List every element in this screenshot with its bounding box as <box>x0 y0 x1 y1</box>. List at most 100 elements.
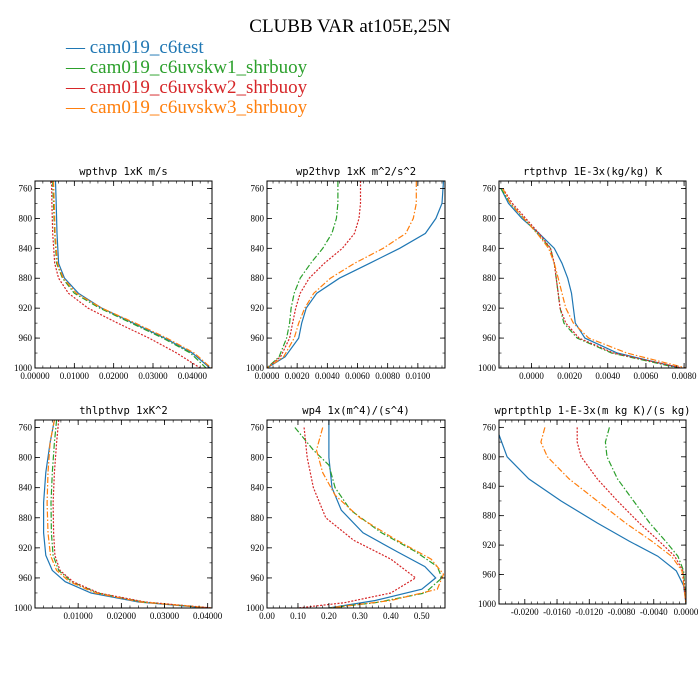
plot-frame <box>266 180 446 369</box>
x-tick-label: 0.10 <box>290 611 306 621</box>
legend-entry-shrbuoy1: — cam019_c6uvskw1_shrbuoy <box>66 58 307 78</box>
x-tick-label: 0.0040 <box>315 371 340 381</box>
y-tick-label: 880 <box>251 273 265 283</box>
panel-title: wp4 1x(m^4)/(s^4) <box>302 405 409 417</box>
x-tick-label: -0.0040 <box>640 607 668 617</box>
x-tick-label: 0.0080 <box>672 371 697 381</box>
x-tick-label: 0.0060 <box>345 371 370 381</box>
y-tick-label: 920 <box>19 543 33 553</box>
series-line-cam019_c6uvskw3_shrbuoy <box>540 427 686 604</box>
series-line-cam019_c6uvskw2_shrbuoy <box>502 188 683 368</box>
panel-6: wprtpthlp 1-E-3x(m kg K)/(s kg) 760 800 840… <box>478 405 699 617</box>
y-tick-label: 960 <box>251 333 265 343</box>
x-tick-label: -0.0160 <box>543 607 571 617</box>
legend-label: cam019_c6test <box>89 37 204 58</box>
panel-1: wpthvp 1xK m/s 760 800 840 880 920 960 10000.00… <box>14 166 213 381</box>
y-tick-label: 1000 <box>14 363 33 373</box>
x-tick-label: -0.0200 <box>511 607 539 617</box>
y-tick-label: 840 <box>19 483 33 493</box>
y-tick-label: 960 <box>483 333 497 343</box>
x-tick-label: 0.0060 <box>634 371 659 381</box>
x-tick-label: -0.0080 <box>608 607 636 617</box>
x-tick-label: 0.0020 <box>285 371 310 381</box>
series-line-cam019_c6uvskw3_shrbuoy <box>502 188 686 368</box>
y-tick-label: 840 <box>483 481 497 491</box>
x-tick-label: 0.01000 <box>60 371 90 381</box>
y-tick-label: 880 <box>19 513 33 523</box>
x-tick-label: 0.0000 <box>519 371 544 381</box>
legend-label: cam019_c6uvskw3_shrbuoy <box>89 97 308 118</box>
y-tick-label: 840 <box>19 243 33 253</box>
legend-entry-shrbuoy2: — cam019_c6uvskw2_shrbuoy <box>66 78 307 98</box>
x-tick-label: 0.0100 <box>405 371 430 381</box>
x-tick-label: 0.04000 <box>193 611 223 621</box>
y-tick-label: 800 <box>19 213 33 223</box>
y-tick-label: 1000 <box>246 363 265 373</box>
series-line-cam019_c6test <box>43 420 208 608</box>
legend-entry-c6test: — cam019_c6test <box>66 38 307 58</box>
x-tick-label: 0.50 <box>414 611 430 621</box>
y-tick-label: 960 <box>19 573 33 583</box>
x-tick-label: 0.04000 <box>178 371 208 381</box>
y-tick-label: 1000 <box>478 599 497 609</box>
panel-title: wprtpthlp 1-E-3x(m kg K)/(s kg) <box>495 405 691 417</box>
y-tick-label: 760 <box>483 422 497 432</box>
y-tick-label: 840 <box>251 243 265 253</box>
y-tick-label: 920 <box>251 303 265 313</box>
x-tick-label: 0.00000 <box>20 371 50 381</box>
y-tick-label: 880 <box>483 511 497 521</box>
y-tick-label: 840 <box>251 483 265 493</box>
series-line-cam019_c6uvskw2_shrbuoy <box>267 181 362 368</box>
plot-frame <box>498 419 687 605</box>
legend: — cam019_c6test — cam019_c6uvskw1_shrbuo… <box>66 38 307 118</box>
y-tick-label: 800 <box>19 453 33 463</box>
y-tick-label: 1000 <box>14 603 33 613</box>
panel-title: wpthvp 1xK m/s <box>79 166 168 178</box>
panel-title: rtpthvp 1E-3x(kg/kg) K <box>523 166 663 178</box>
legend-label: cam019_c6uvskw1_shrbuoy <box>89 57 308 78</box>
legend-entry-shrbuoy3: — cam019_c6uvskw3_shrbuoy <box>66 98 307 118</box>
legend-line-icon: — <box>66 97 90 118</box>
panel-4: thlpthvp 1xK^2 760 800 840 880 920 960 1000 0.01… <box>14 405 223 621</box>
x-tick-label: 0.00 <box>259 611 275 621</box>
x-tick-label: 0.02000 <box>99 371 129 381</box>
y-tick-label: 800 <box>251 213 265 223</box>
series-line-cam019_c6uvskw1_shrbuoy <box>267 181 339 368</box>
y-tick-label: 1000 <box>246 603 265 613</box>
panel-title: wp2thvp 1xK m^2/s^2 <box>296 166 416 178</box>
page-title: CLUBB VAR at105E,25N <box>249 16 451 37</box>
plot-frame <box>34 419 213 609</box>
panel-5: wp4 1x(m^4)/(s^4)76080084088092096010000… <box>246 405 446 621</box>
y-tick-label: 1000 <box>478 363 497 373</box>
series-line-cam019_c6uvskw3_shrbuoy <box>315 427 445 608</box>
legend-line-icon: — <box>66 77 90 98</box>
x-tick-label: 0.01000 <box>64 611 94 621</box>
x-tick-label: -0.0120 <box>575 607 603 617</box>
y-tick-label: 880 <box>251 513 265 523</box>
series-line-cam019_c6uvskw1_shrbuoy <box>294 427 443 608</box>
plot-frame <box>34 180 213 369</box>
panel-2: wp2thvp 1xK m^2/s^2 760 800 840 880 920 960 100… <box>246 166 446 381</box>
y-tick-label: 760 <box>19 423 33 433</box>
x-tick-label: 0.0020 <box>557 371 582 381</box>
y-tick-label: 920 <box>483 303 497 313</box>
y-tick-label: 920 <box>19 303 33 313</box>
x-tick-label: 0.02000 <box>107 611 137 621</box>
y-tick-label: 760 <box>251 423 265 433</box>
y-tick-label: 960 <box>251 573 265 583</box>
y-tick-label: 800 <box>483 213 497 223</box>
y-tick-label: 800 <box>483 452 497 462</box>
series-line-cam019_c6uvskw3_shrbuoy <box>267 181 417 368</box>
x-tick-label: 0.30 <box>352 611 368 621</box>
series-line-cam019_c6test <box>267 181 445 368</box>
legend-line-icon: — <box>66 37 90 58</box>
series-line-cam019_c6uvskw2_shrbuoy <box>50 181 201 368</box>
series-line-cam019_c6uvskw3_shrbuoy <box>52 181 212 368</box>
plot-frame <box>266 419 446 609</box>
x-tick-label: 0.0080 <box>375 371 400 381</box>
series-line-cam019_c6uvskw1_shrbuoy <box>500 188 679 368</box>
series-line-cam019_c6uvskw2_shrbuoy <box>297 427 417 608</box>
x-tick-label: 0.20 <box>321 611 337 621</box>
legend-label: cam019_c6uvskw2_shrbuoy <box>89 77 308 98</box>
